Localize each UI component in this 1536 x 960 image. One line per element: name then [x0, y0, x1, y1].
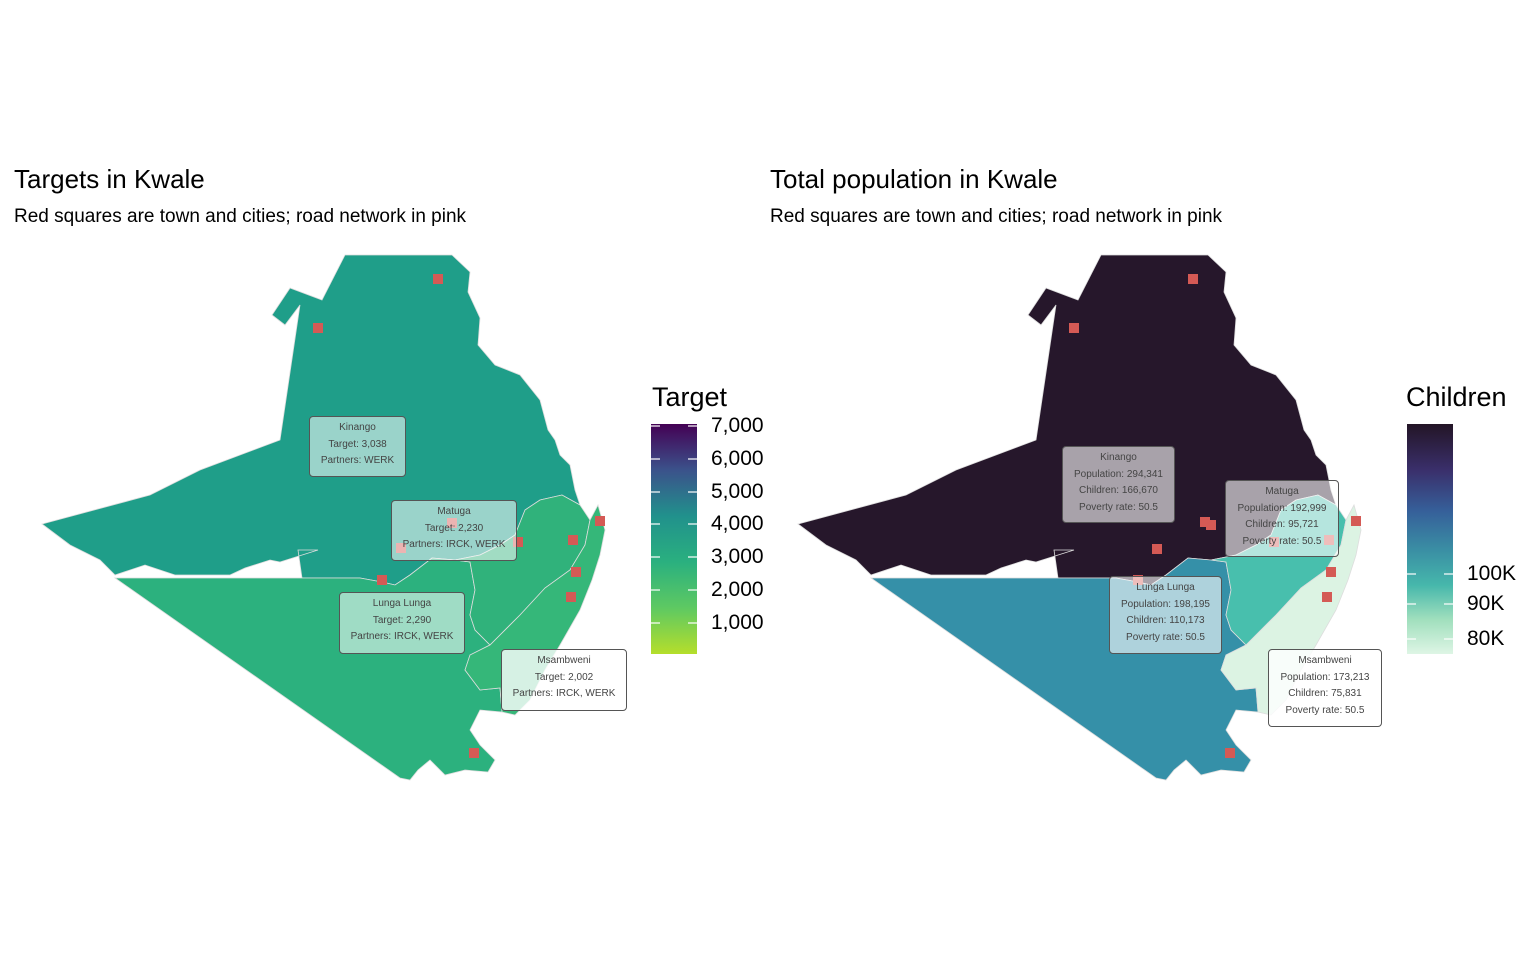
region-label-lunga-lunga: Lunga Lunga Target: 2,290 Partners: IRCK, …	[339, 592, 465, 654]
town-marker	[595, 516, 605, 526]
town-marker	[1200, 517, 1210, 527]
right-map-subtitle: Red squares are town and cities; road ne…	[770, 206, 1223, 227]
legend-tick: 7,000	[711, 414, 764, 437]
legend-tick: 6,000	[711, 447, 764, 470]
region-label-kinango: Kinango Population: 294,341 Children: 166,…	[1062, 446, 1175, 523]
town-marker	[1326, 567, 1336, 577]
town-marker	[1152, 544, 1162, 554]
town-marker	[1069, 323, 1079, 333]
legend-tick: 2,000	[711, 578, 764, 601]
town-marker	[377, 575, 387, 585]
region-label-matuga: Matuga Target: 2,230 Partners: IRCK, WERK	[391, 500, 517, 561]
region-label-matuga: Matuga Population: 192,999 Children: 95,72…	[1225, 480, 1339, 557]
town-marker	[568, 535, 578, 545]
region-msambweni[interactable]	[1220, 503, 1362, 716]
children-legend-title: Children	[1406, 382, 1507, 412]
region-label-kinango: Kinango Target: 3,038 Partners: WERK	[309, 416, 406, 477]
left-map-subtitle: Red squares are town and cities; road ne…	[14, 206, 467, 227]
legend-tick: 5,000	[711, 480, 764, 503]
target-colorbar	[651, 424, 697, 654]
legend-tick: 1,000	[711, 611, 764, 634]
town-marker	[571, 567, 581, 577]
region-label-msambweni: Msambweni Population: 173,213 Children: 75…	[1268, 649, 1382, 727]
region-msambweni[interactable]	[464, 503, 606, 716]
town-marker	[566, 592, 576, 602]
town-marker	[313, 323, 323, 333]
town-marker	[1206, 520, 1216, 530]
left-map-title: Targets in Kwale	[14, 164, 205, 194]
town-marker	[1188, 274, 1198, 284]
right-map-title: Total population in Kwale	[770, 164, 1058, 194]
children-colorbar	[1407, 424, 1453, 654]
region-label-lunga-lunga: Lunga Lunga Population: 198,195 Children: …	[1109, 576, 1222, 654]
legend-tick: 3,000	[711, 545, 764, 568]
legend-tick: 4,000	[711, 512, 764, 535]
town-marker	[1351, 516, 1361, 526]
town-marker	[1225, 748, 1235, 758]
legend-tick: 100K	[1467, 562, 1517, 585]
town-marker	[1322, 592, 1332, 602]
town-marker	[513, 537, 523, 547]
legend-tick: 80K	[1467, 627, 1505, 650]
target-colorbar-ticks	[651, 425, 697, 624]
town-marker	[433, 274, 443, 284]
town-marker	[469, 748, 479, 758]
legend-tick: 90K	[1467, 592, 1505, 615]
target-legend-title: Target	[652, 382, 728, 412]
children-colorbar-ticks	[1407, 573, 1453, 640]
region-label-msambweni: Msambweni Target: 2,002 Partners: IRCK, WE…	[501, 649, 627, 711]
